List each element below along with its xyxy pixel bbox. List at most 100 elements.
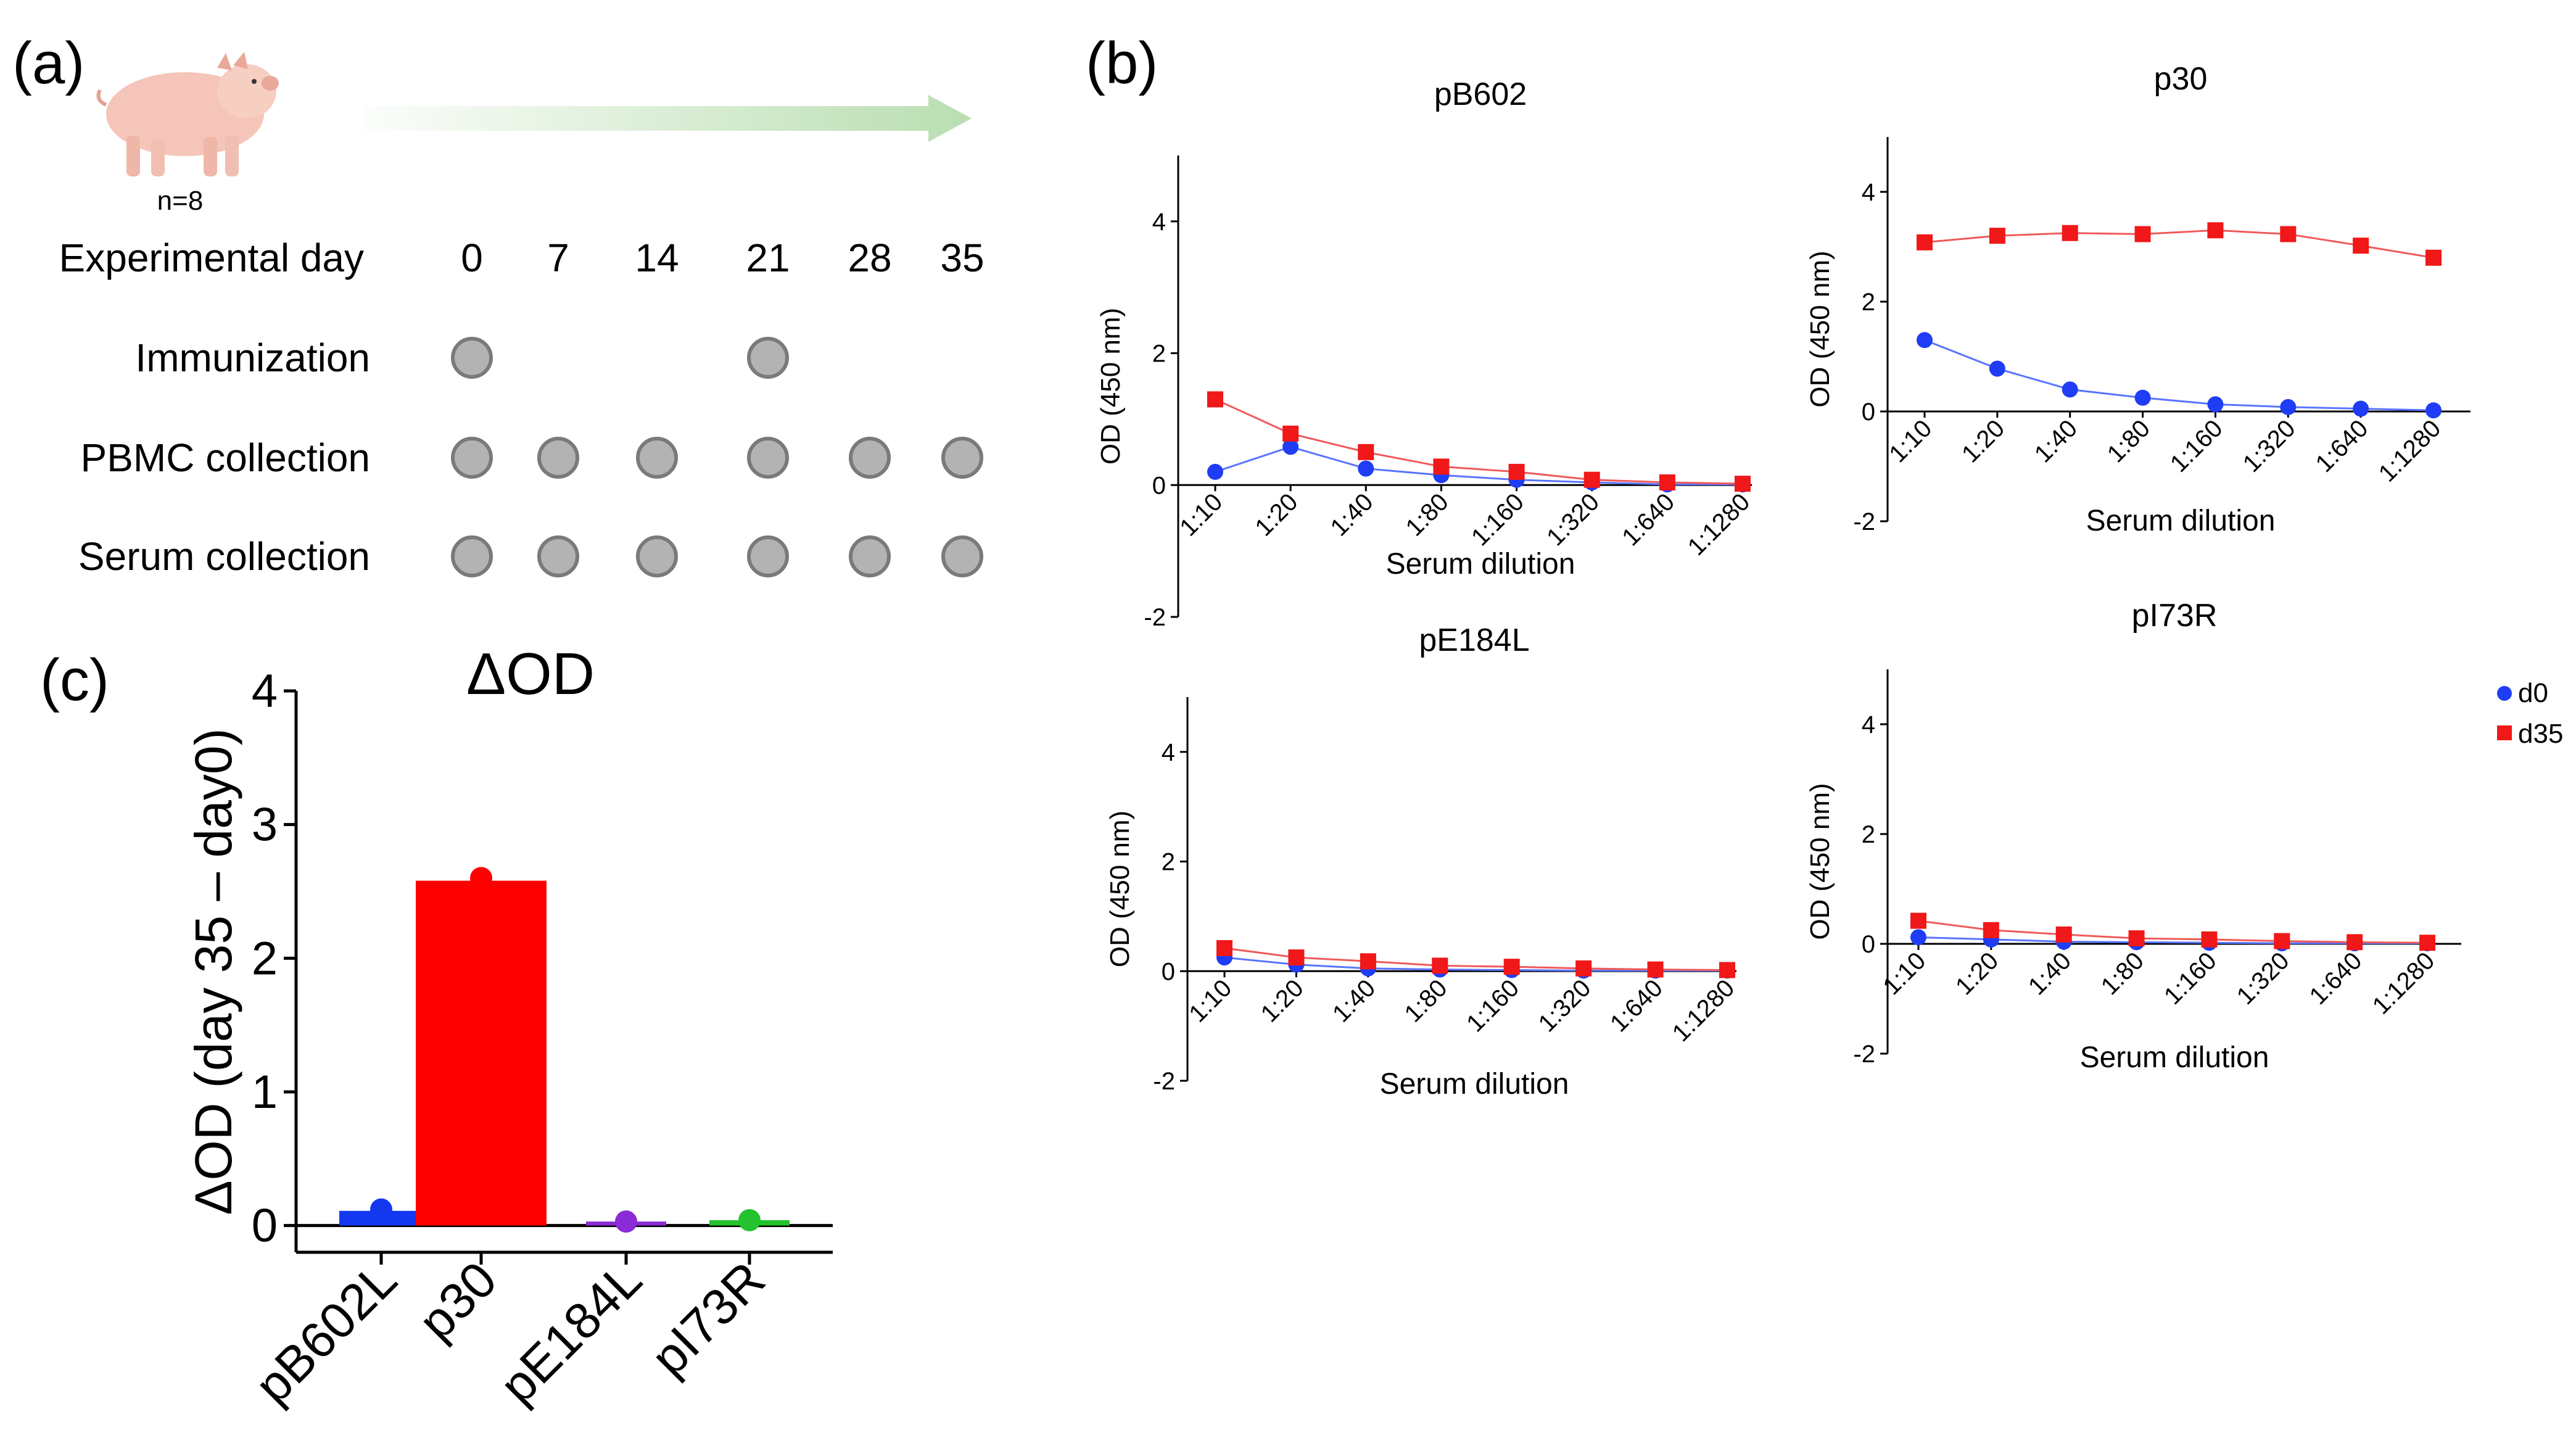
x-tick-label: pI73R <box>641 1251 776 1386</box>
x-tick-label: 1:80 <box>1401 489 1454 542</box>
chart-title: pI73R <box>2132 598 2218 634</box>
pig-icon <box>96 52 279 176</box>
timeline-marker <box>747 337 789 379</box>
timeline-row-label: PBMC collection <box>81 436 371 480</box>
legend-d35-label: d35 <box>2518 719 2563 749</box>
data-point-d35 <box>1647 961 1664 978</box>
data-point-d35 <box>1575 960 1592 977</box>
y-tick-label: 2 <box>252 932 278 985</box>
y-tick-label: 0 <box>252 1200 278 1252</box>
x-axis-label: Serum dilution <box>2086 505 2276 537</box>
x-tick-label: 1:10 <box>1884 415 1937 468</box>
chart-title: pB602 <box>1434 76 1527 112</box>
x-tick-label: pE184L <box>489 1251 652 1414</box>
x-tick-label: 1:320 <box>1542 489 1604 551</box>
bar-chart-title: ΔOD <box>466 641 595 707</box>
line-chart-p30: p30 -2 0 2 4 OD (450 nm) 1:10 1:20 1:40 1:80 1:160… <box>1805 61 2471 537</box>
timeline-marker <box>451 535 493 577</box>
data-point-d0 <box>2207 396 2224 413</box>
legend-d35-marker <box>2497 725 2512 740</box>
data-point-d0 <box>1910 929 1926 946</box>
bar-point-2 <box>615 1210 637 1233</box>
timeline-rows: Immunization PBMC collection Serum collect… <box>78 336 983 579</box>
x-tick-label: 1:40 <box>2029 415 2083 468</box>
timeline-marker <box>849 437 891 479</box>
x-tick-label: 1:20 <box>1951 947 2004 1000</box>
data-point-d0 <box>2280 399 2297 415</box>
day-label: 14 <box>635 236 679 280</box>
x-tick-label: 1:80 <box>1399 975 1452 1028</box>
data-point-d35 <box>2353 238 2369 254</box>
series-line-d35 <box>1224 947 1728 972</box>
panel-label-b: (b) <box>1086 30 1158 96</box>
y-tick-label: -2 <box>1144 604 1166 631</box>
data-point-d35 <box>2201 931 2218 948</box>
x-tick-label: 1:640 <box>2305 947 2368 1010</box>
data-point-d35 <box>1358 444 1374 460</box>
data-point-d35 <box>2419 935 2435 951</box>
legend-d0-label: d0 <box>2518 678 2548 708</box>
bar-point-0 <box>370 1198 392 1221</box>
data-point-d0 <box>1358 460 1374 477</box>
data-point-d35 <box>2207 222 2224 239</box>
y-tick-label: 0 <box>1862 931 1875 958</box>
series-line-d0 <box>1924 339 2434 411</box>
data-point-d35 <box>1432 957 1448 974</box>
experimental-day-label: Experimental day <box>59 236 364 280</box>
data-point-d0 <box>2425 402 2442 419</box>
y-axis-label: OD (450 nm) <box>1805 250 1835 407</box>
timeline-row-label: Serum collection <box>78 534 370 579</box>
x-tick-label: 1:640 <box>1605 975 1668 1038</box>
day-label: 28 <box>848 236 891 280</box>
y-tick-label: -2 <box>1853 1041 1875 1068</box>
data-point-d35 <box>1659 474 1675 491</box>
data-point-d35 <box>1735 476 1751 492</box>
timeline-marker <box>537 535 579 577</box>
data-point-d35 <box>1503 959 1520 975</box>
data-point-d35 <box>1207 391 1223 408</box>
day-labels: 0 7 14 21 28 35 <box>461 236 984 280</box>
data-point-d35 <box>1910 912 1926 929</box>
data-point-d35 <box>1583 471 1600 488</box>
timeline-marker <box>636 535 678 577</box>
x-tick-label: 1:1280 <box>2368 947 2440 1020</box>
x-tick-label: p30 <box>408 1251 508 1350</box>
x-tick-label: 1:10 <box>1184 975 1237 1028</box>
y-tick-label: 2 <box>1162 849 1175 876</box>
series-line-d35 <box>1918 920 2428 944</box>
x-tick-label: 1:20 <box>1250 489 1303 542</box>
y-tick-label: 4 <box>252 665 278 717</box>
data-point-d35 <box>2134 226 2151 242</box>
x-tick-label: 1:160 <box>2165 415 2228 477</box>
data-point-d0 <box>2062 381 2078 398</box>
timeline-marker <box>747 437 789 479</box>
x-tick-label: 1:1280 <box>1667 975 1740 1047</box>
data-point-d35 <box>1917 234 1933 250</box>
series-line-d0 <box>1224 956 1727 972</box>
panel-a-timeline: n=8 Experimental day 0 7 14 21 28 35 Immuniza… <box>59 52 985 579</box>
y-tick-label: 2 <box>1862 821 1875 848</box>
x-axis-label: Serum dilution <box>2080 1041 2269 1074</box>
x-tick-label: 1:160 <box>1461 975 1524 1038</box>
day-label: 0 <box>461 236 483 280</box>
bar-1 <box>416 880 547 1226</box>
data-point-d35 <box>2280 226 2297 242</box>
chart-title: p30 <box>2154 61 2208 97</box>
timeline-marker <box>636 437 678 479</box>
data-point-d35 <box>1983 922 1999 938</box>
y-tick-label: 2 <box>1862 289 1875 316</box>
series-line-d0 <box>1215 445 1743 485</box>
data-point-d0 <box>1917 332 1933 349</box>
panel-label-a: (a) <box>12 30 85 96</box>
y-tick-label: 3 <box>252 799 278 851</box>
y-tick-label: 0 <box>1152 472 1166 499</box>
bar-point-3 <box>738 1209 761 1231</box>
x-tick-label: 1:80 <box>2102 415 2155 468</box>
x-tick-label: 1:640 <box>2311 415 2374 477</box>
x-tick-label: 1:160 <box>1466 489 1529 551</box>
